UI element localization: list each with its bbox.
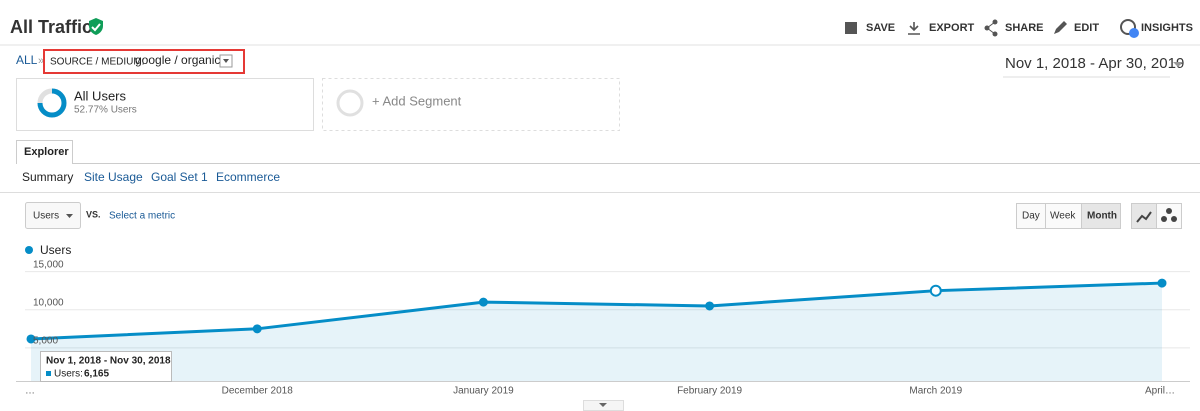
share-button[interactable]: SHARE: [1005, 22, 1044, 34]
y-tick-label: 5,000: [33, 336, 58, 347]
plot-area: [25, 271, 1190, 381]
legend-label[interactable]: Users: [40, 243, 71, 257]
labels: 5,000 10,000 15,000 … December 2018 January 2…: [25, 259, 1175, 396]
line: [30, 281, 1163, 341]
granularity-active: [1081, 203, 1121, 229]
tab-label[interactable]: Explorer: [24, 146, 69, 158]
date-arrow[interactable]: [1173, 62, 1183, 67]
x-tick-label: April…: [1145, 386, 1175, 397]
segment-name: All Users: [74, 88, 127, 103]
highlight-box: [43, 49, 245, 74]
tooltip: [40, 351, 172, 382]
x-tick-label: February 2019: [677, 386, 742, 397]
insights-badge: [1129, 28, 1139, 38]
select-metric[interactable]: Select a metric: [109, 211, 175, 222]
tooltip-swatch: [46, 371, 51, 376]
vs-label: VS.: [86, 209, 101, 219]
add-segment-card[interactable]: [322, 78, 620, 131]
y-tick-label: 15,000: [33, 259, 64, 270]
legend-swatch: [25, 246, 33, 254]
verified-icon: [89, 18, 103, 35]
segment-detail: 52.77% Users: [74, 105, 137, 116]
x-tick-label: January 2019: [453, 386, 514, 397]
data-point: [478, 297, 488, 307]
tooltip-value: 6,165: [84, 369, 109, 380]
data-point: [705, 301, 715, 311]
check: [91, 23, 101, 32]
metric-select-label[interactable]: Users: [33, 211, 59, 222]
save-button[interactable]: SAVE: [866, 22, 895, 34]
breadcrumb-value: google / organic: [135, 53, 220, 67]
breadcrumb-dimension: SOURCE / MEDIUM:: [50, 57, 144, 68]
y-tick-label: 10,000: [33, 297, 64, 308]
granularity-button[interactable]: Week: [1050, 211, 1076, 222]
breadcrumb-root[interactable]: ALL: [16, 53, 38, 67]
granularity-button[interactable]: Day: [1022, 211, 1040, 222]
insights-icon[interactable]: [1120, 19, 1136, 35]
data-point: [1157, 278, 1167, 288]
dropdown-arrow: [223, 59, 229, 63]
x-tick-label: December 2018: [222, 386, 294, 397]
tooltip-title: Nov 1, 2018 - Nov 30, 2018: [46, 356, 171, 367]
area: [31, 283, 1162, 381]
segment-ring: [37, 88, 67, 118]
granularity-button[interactable]: Month: [1087, 211, 1117, 222]
subtab[interactable]: Goal Set 1: [151, 170, 208, 184]
add-segment-ring: [336, 89, 364, 117]
data-point: [26, 334, 36, 344]
breadcrumb-separator: »: [38, 55, 44, 67]
subtab[interactable]: Ecommerce: [216, 170, 280, 184]
x-tick-label: March 2019: [909, 386, 962, 397]
select-arrow: [66, 214, 73, 218]
data-point: [252, 324, 262, 334]
page-title: All Traffic: [10, 17, 92, 37]
insights-button[interactable]: INSIGHTS: [1141, 22, 1193, 34]
line-icon: [1136, 211, 1152, 223]
subtab[interactable]: Summary: [22, 170, 73, 184]
motion-icon: [1161, 208, 1177, 222]
add-segment[interactable]: + Add Segment: [372, 93, 462, 108]
data-point: [929, 284, 942, 297]
segment-card[interactable]: [16, 78, 314, 131]
subtab[interactable]: Site Usage: [84, 170, 143, 184]
export-icon[interactable]: [908, 22, 920, 35]
export-button[interactable]: EXPORT: [929, 22, 975, 34]
metric-select[interactable]: [25, 202, 81, 229]
collapse-arrow: [599, 403, 607, 407]
save-icon[interactable]: [845, 22, 857, 34]
date-range[interactable]: Nov 1, 2018 - Apr 30, 2019: [1005, 55, 1184, 72]
tooltip-label: Users:: [54, 369, 83, 380]
x-tick-label: …: [25, 386, 35, 397]
edit-button[interactable]: EDIT: [1074, 22, 1099, 34]
line-chart-toggle[interactable]: [1131, 203, 1157, 229]
share-icon[interactable]: [984, 19, 998, 37]
motion-chart-toggle[interactable]: [1156, 203, 1182, 229]
edit-icon[interactable]: [1054, 21, 1067, 34]
